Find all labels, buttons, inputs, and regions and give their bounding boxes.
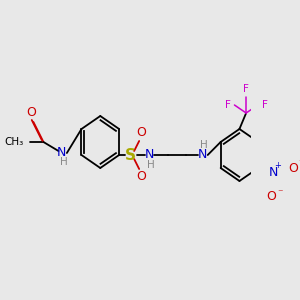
Text: O: O xyxy=(136,127,146,140)
Text: N: N xyxy=(268,166,278,178)
Text: ⁻: ⁻ xyxy=(277,188,283,198)
Text: +: + xyxy=(274,160,281,169)
Text: N: N xyxy=(145,148,154,161)
Text: ⁻: ⁻ xyxy=(298,158,300,168)
Text: O: O xyxy=(288,161,298,175)
Text: O: O xyxy=(26,106,36,119)
Text: S: S xyxy=(125,148,136,163)
Text: F: F xyxy=(262,100,268,110)
Text: CH₃: CH₃ xyxy=(4,137,23,147)
Text: O: O xyxy=(267,190,277,203)
Text: N: N xyxy=(57,146,67,160)
Text: F: F xyxy=(225,100,231,110)
Text: H: H xyxy=(147,160,155,170)
Text: N: N xyxy=(198,148,207,161)
Text: F: F xyxy=(243,84,249,94)
Text: H: H xyxy=(60,157,68,167)
Text: H: H xyxy=(200,140,208,150)
Text: O: O xyxy=(136,170,146,184)
